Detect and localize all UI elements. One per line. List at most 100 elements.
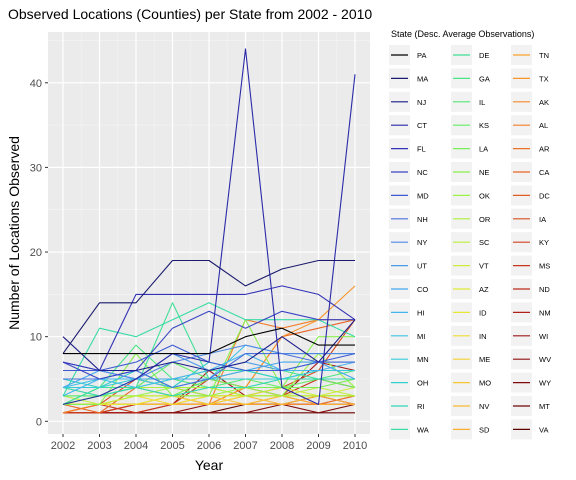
legend-label: WA [417,425,429,434]
legend-item-md: MD [389,185,429,206]
series-line-nc [62,310,355,380]
legend-item-ut: UT [389,255,427,276]
legend-item-ks: KS [451,115,489,136]
legend-item-wv: WV [511,349,551,370]
legend-item-wa: WA [389,419,429,440]
legend-item-nh: NH [389,208,428,229]
legend-label: MO [479,379,491,388]
x-tick-label: 2004 [124,440,148,452]
legend-item-co: CO [389,279,428,299]
x-tick-label: 2008 [270,440,294,452]
legend-label: NC [417,168,428,177]
legend-label: AZ [479,285,489,294]
legend-label: WV [539,355,551,364]
legend-item-wy: WY [511,372,551,393]
legend-label: NM [539,308,551,317]
legend-item-me: ME [451,349,490,370]
x-tick-label: 2007 [233,440,257,452]
series-line-wa [62,302,356,397]
legend-label: ME [479,355,490,364]
legend-item-sc: SC [451,232,490,253]
legend-label: AL [539,121,548,130]
legend-item-nv: NV [451,396,489,416]
legend-label: ND [539,285,550,294]
legend-label: AK [539,98,549,107]
legend-item-ca: CA [511,162,549,182]
legend-item-dc: DC [511,185,550,206]
legend-label: HI [417,308,425,317]
legend-label: AR [539,145,550,154]
y-tick-label: 40 [30,78,42,90]
legend-item-ny: NY [389,232,427,253]
y-axis: 0 10 20 30 40 [30,78,48,428]
legend-label: CT [417,121,427,130]
legend-item-az: AZ [451,279,489,299]
legend-item-la: LA [451,138,488,159]
legend-item-nm: NM [511,302,551,323]
legend-item-pa: PA [389,45,426,65]
legend-item-va: VA [511,419,548,440]
legend-label: IA [539,215,546,224]
x-axis-title: Year [195,457,224,473]
legend-label: MA [417,74,428,83]
series-line-ri [62,378,355,397]
legend-label: OR [479,215,491,224]
legend: PA MA NJ CT FL NC MD NH NY UT CO HI MI MN OH RI WA DE GA IL… [389,45,551,440]
y-tick-label: 30 [30,162,42,174]
chart-title: Observed Locations (Counties) per State … [8,6,372,22]
legend-label: KS [479,121,489,130]
legend-label: SC [479,238,490,247]
legend-item-in: IN [451,325,487,346]
legend-item-mn: MN [389,349,429,370]
x-tick-label: 2002 [51,440,75,452]
legend-item-mt: MT [511,396,550,416]
legend-item-nj: NJ [389,91,426,112]
legend-item-or: OR [451,208,491,229]
legend-item-nd: ND [511,279,550,299]
legend-label: WY [539,379,551,388]
x-tick-label: 2010 [343,440,367,452]
series-line-ma [62,259,355,354]
legend-label: OH [417,379,428,388]
legend-item-ne: NE [451,162,489,182]
legend-item-ia: IA [511,208,546,229]
y-tick-label: 0 [36,416,42,428]
legend-item-sd: SD [451,419,490,440]
series-lines [62,48,356,414]
legend-label: OK [479,191,490,200]
legend-label: KY [539,238,549,247]
legend-item-ct: CT [389,115,427,136]
legend-label: NV [479,402,489,411]
legend-label: WI [539,332,548,341]
legend-item-ok: OK [451,185,490,206]
series-line-nj [62,319,356,372]
series-line-pa [63,327,355,355]
legend-item-de: DE [451,45,489,65]
legend-label: MD [417,191,429,200]
legend-label: IL [479,98,485,107]
legend-label: PA [417,51,426,60]
legend-label: NY [417,238,427,247]
x-tick-label: 2009 [306,440,330,452]
legend-label: MN [417,355,429,364]
legend-label: DE [479,51,489,60]
legend-label: VT [479,262,489,271]
y-tick-label: 20 [30,247,42,259]
legend-item-oh: OH [389,372,428,393]
legend-label: LA [479,145,488,154]
legend-label: IN [479,332,487,341]
legend-label: GA [479,74,490,83]
legend-item-ri: RI [389,396,425,416]
x-tick-label: 2005 [160,440,184,452]
legend-label: NJ [417,98,426,107]
legend-label: MS [539,262,550,271]
legend-item-ak: AK [511,91,549,112]
x-axis: 2002 2003 2004 2005 2006 2007 2008 2009 2010 [51,434,367,452]
legend-label: TN [539,51,549,60]
legend-title: State (Desc. Average Observations) [391,29,534,39]
x-tick-label: 2003 [87,440,111,452]
legend-item-mi: MI [389,325,425,346]
legend-item-mo: MO [451,372,491,393]
legend-label: MT [539,402,550,411]
